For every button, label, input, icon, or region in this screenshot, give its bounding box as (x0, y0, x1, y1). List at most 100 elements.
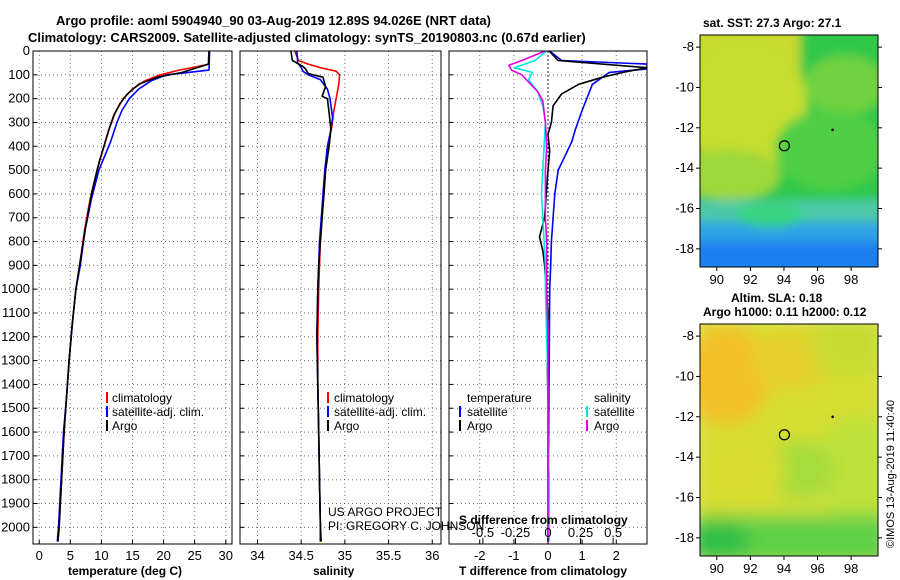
depth-tick-label: 1200 (1, 329, 30, 344)
depth-tick-label: 1300 (1, 353, 30, 368)
legend-temperature-title: temperature (467, 391, 532, 405)
sla-map-panel: Altim. SLA: 0.18 Argo h1000: 0.11 h2000:… (675, 291, 882, 576)
s-diff-tick-label: 0.5 (604, 525, 622, 540)
series-line-t-satellite (547, 51, 647, 542)
lat-tick-label: -18 (675, 530, 694, 545)
imos-timestamp: ©IMOS 13-Aug-2019 11:40:40 (885, 400, 897, 548)
lon-tick-label: 96 (810, 272, 824, 287)
difference-s-axis-label: S difference from climatology (459, 513, 628, 527)
salinity-plot-frame (239, 50, 442, 545)
legend-argo-label: Argo (334, 419, 360, 433)
salinity-legend: climatology satellite-adj. clim. Argo (327, 391, 426, 433)
lon-tick-label: 92 (743, 272, 757, 287)
sla-map-title: Altim. SLA: 0.18 (731, 291, 823, 305)
x-tick-label: 34 (250, 548, 264, 563)
sst-map-title: sat. SST: 27.3 Argo: 27.1 (703, 16, 842, 30)
x-tick-label: 0 (544, 548, 551, 563)
legend-t-satellite-label: satellite (467, 405, 508, 419)
depth-tick-label: 100 (8, 67, 30, 82)
lon-tick-label: 92 (743, 561, 757, 576)
depth-tick-label: 1700 (1, 448, 30, 463)
salinity-grid (240, 50, 441, 544)
s-diff-tick-label: -0.25 (501, 525, 531, 540)
salinity-axes: 34 34.5 35 35.5 36 (240, 50, 439, 563)
series-line-climatology (57, 51, 211, 542)
sst-map-axes: 90 92 94 96 98 -8 -10 -12 -14 -16 -18 (675, 39, 882, 287)
temperature-axes: 0100200300400500600700800900100011001200… (1, 43, 233, 563)
temperature-x-label: temperature (deg C) (68, 564, 182, 578)
depth-tick-label: 900 (8, 257, 30, 272)
series-line-satellite-adj-clim- (296, 51, 334, 542)
depth-tick-label: 1800 (1, 472, 30, 487)
salinity-x-label: salinity (313, 564, 355, 578)
nearby-profile-dot (831, 415, 834, 419)
lon-tick-label: 90 (710, 272, 724, 287)
legend-salinity-title: salinity (594, 391, 631, 405)
sla-map-frame (699, 323, 879, 557)
depth-tick-label: 200 (8, 91, 30, 106)
x-tick-label: 25 (187, 548, 201, 563)
lon-tick-label: 98 (844, 561, 858, 576)
sst-map-panel: sat. SST: 27.3 Argo: 27.1 90 92 94 96 98 -8 -1… (675, 16, 882, 287)
argo-profile-location-marker (778, 140, 790, 152)
lat-tick-label: -10 (675, 79, 694, 94)
difference-lines (508, 51, 647, 542)
depth-tick-label: 600 (8, 186, 30, 201)
series-line-argo (57, 51, 210, 542)
series-line-s-argo (508, 51, 549, 542)
legend-climatology-label: climatology (334, 391, 394, 405)
difference-panel: -2 -1 0 1 2 -0.5 -0.25 0 0.25 0.5 S difference fr… (448, 50, 648, 578)
temperature-legend: climatology satellite-adj. clim. Argo (106, 391, 204, 433)
difference-t-axis-label: T difference from climatology (459, 564, 627, 578)
x-tick-label: 0 (36, 548, 43, 563)
x-tick-label: 10 (94, 548, 108, 563)
lat-tick-label: -10 (675, 368, 694, 383)
depth-tick-label: 1900 (1, 496, 30, 511)
salinity-panel: 34 34.5 35 35.5 36 salinity climatology sate… (239, 50, 484, 578)
legend-satellite-label: satellite-adj. clim. (334, 405, 426, 419)
lat-tick-label: -16 (675, 489, 694, 504)
lon-tick-label: 98 (844, 272, 858, 287)
depth-tick-label: 1100 (2, 305, 30, 320)
x-tick-label: 30 (219, 548, 233, 563)
difference-axes: -2 -1 0 1 2 -0.5 -0.25 0 0.25 0.5 (449, 50, 622, 563)
sla-map-subtitle: Argo h1000: 0.11 h2000: 0.12 (703, 305, 867, 319)
x-tick-label: 20 (156, 548, 170, 563)
lat-tick-label: -18 (675, 241, 694, 256)
lat-tick-label: -16 (675, 200, 694, 215)
credit-project: US ARGO PROJECT (328, 505, 443, 519)
credit-pi: PI: GREGORY C. JOHNSON (328, 519, 484, 533)
temperature-lines (56, 51, 211, 542)
difference-grid (449, 50, 647, 544)
series-line-satellite-adj-clim- (56, 51, 211, 542)
argo-profile-location-marker (778, 429, 790, 441)
lon-tick-label: 94 (777, 272, 791, 287)
lon-tick-label: 96 (810, 561, 824, 576)
x-tick-label: -1 (508, 548, 520, 563)
depth-tick-label: 1500 (1, 400, 30, 415)
s-diff-tick-label: -0.5 (472, 525, 494, 540)
sst-heatmap (700, 35, 878, 267)
s-diff-tick-label: 0 (544, 525, 551, 540)
s-diff-tick-label: 0.25 (568, 525, 593, 540)
legend-t-argo-label: Argo (467, 419, 493, 433)
lat-tick-label: -14 (675, 160, 694, 175)
lat-tick-label: -12 (675, 409, 694, 424)
depth-tick-label: 400 (8, 138, 30, 153)
lat-tick-label: -12 (675, 120, 694, 135)
x-tick-label: 35.5 (376, 548, 401, 563)
lat-tick-label: -14 (675, 449, 694, 464)
legend-satellite-label: satellite-adj. clim. (112, 405, 204, 419)
series-line-s-satellite (513, 51, 551, 542)
lon-tick-label: 94 (777, 561, 791, 576)
x-tick-label: 35 (338, 548, 352, 563)
depth-tick-label: 300 (8, 114, 30, 129)
depth-tick-label: 0 (23, 43, 30, 58)
series-line-t-argo (538, 51, 647, 542)
depth-tick-label: 1600 (1, 424, 30, 439)
lon-tick-label: 90 (710, 561, 724, 576)
sla-heatmap (700, 324, 878, 556)
lat-tick-label: -8 (682, 39, 694, 54)
lat-tick-label: -8 (682, 328, 694, 343)
legend-s-argo-label: Argo (594, 419, 620, 433)
